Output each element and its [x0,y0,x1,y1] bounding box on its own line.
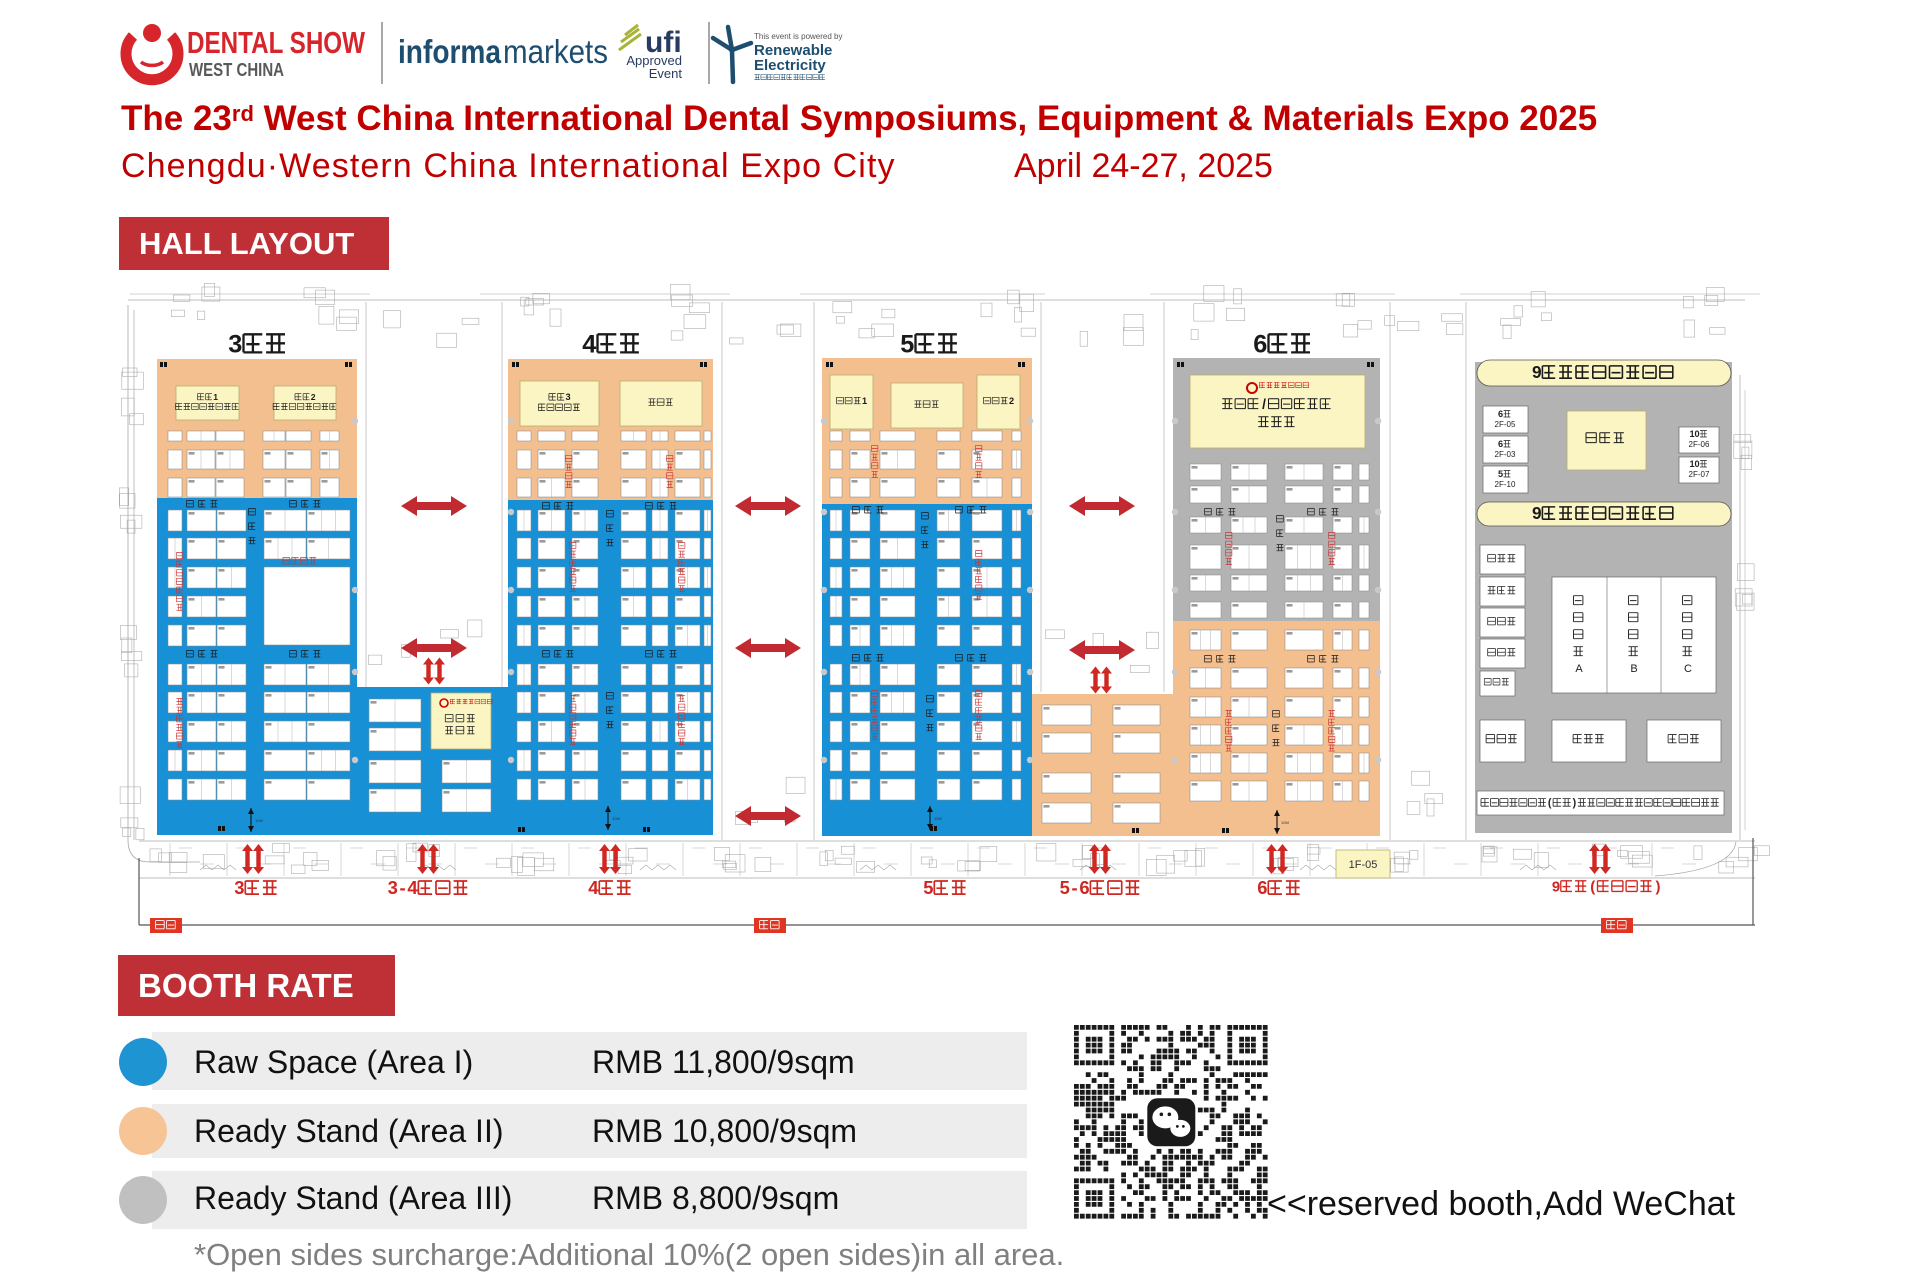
svg-text:): ) [1656,878,1661,895]
svg-text:9: 9 [1532,362,1542,382]
svg-text:Event: Event [649,66,683,81]
svg-text:0: 0 [1695,429,1700,439]
svg-text:10M: 10M [255,818,263,823]
svg-text:Approved: Approved [626,53,682,68]
svg-text:2F-06: 2F-06 [1689,440,1710,449]
svg-text:-: - [400,877,406,898]
svg-text:(: ( [1548,797,1552,809]
svg-text:1F-05: 1F-05 [1349,859,1378,871]
svg-text:DENTAL SHOW: DENTAL SHOW [187,25,366,60]
svg-text:3: 3 [566,392,571,402]
svg-text:1: 1 [213,392,218,402]
svg-text:9: 9 [1552,878,1560,895]
svg-text:A: A [1575,663,1583,675]
svg-text:/: / [1262,397,1266,412]
svg-text:6: 6 [1498,439,1503,449]
svg-text:Electricity: Electricity [754,57,826,74]
svg-text:C: C [1684,663,1692,675]
svg-text:2F-10: 2F-10 [1495,480,1516,489]
svg-text:2F-07: 2F-07 [1689,470,1710,479]
svg-text:4: 4 [407,877,418,898]
svg-text:5: 5 [1060,877,1070,898]
svg-text:6: 6 [1498,409,1503,419]
svg-text:Renewable: Renewable [754,42,832,59]
svg-text:6: 6 [1253,330,1267,358]
svg-text:2: 2 [1009,396,1014,406]
svg-text:10M: 10M [1281,820,1289,825]
svg-text:1: 1 [1690,429,1695,439]
svg-text:1: 1 [1690,459,1695,469]
svg-text:10M: 10M [934,816,942,821]
svg-text:5: 5 [900,330,914,358]
svg-text:6: 6 [1079,877,1089,898]
svg-text:3: 3 [388,877,398,898]
svg-text:6: 6 [1257,877,1267,898]
svg-text:1: 1 [862,396,867,406]
svg-text:B: B [1630,663,1637,675]
svg-text:0: 0 [1695,459,1700,469]
svg-text:markets: markets [503,33,608,70]
svg-text:2: 2 [311,392,316,402]
svg-text:5: 5 [923,877,933,898]
svg-text:informa: informa [398,33,502,70]
svg-text:ufi: ufi [645,26,682,59]
svg-text:3: 3 [234,877,244,898]
svg-text:10M: 10M [612,816,620,821]
svg-text:(: ( [1590,878,1595,895]
svg-text:-: - [1072,877,1078,898]
svg-text:2F-05: 2F-05 [1495,420,1516,429]
svg-text:4: 4 [588,877,599,898]
svg-text:): ) [1573,797,1577,809]
svg-text:2F-03: 2F-03 [1495,450,1516,459]
svg-text:WEST CHINA: WEST CHINA [189,60,284,80]
svg-text:5: 5 [1498,469,1503,479]
svg-text:3: 3 [228,330,242,358]
svg-text:4: 4 [582,330,596,358]
svg-text:9: 9 [1532,503,1542,523]
svg-text:This event is powered by: This event is powered by [754,32,843,41]
